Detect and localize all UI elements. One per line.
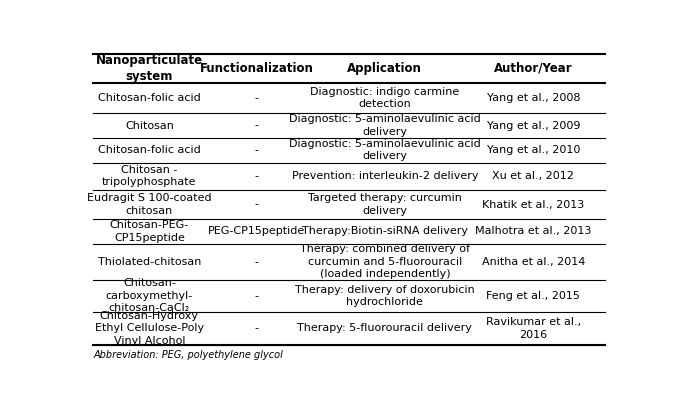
Text: Chitosan-
carboxymethyl-
chitosan-CaCl₂: Chitosan- carboxymethyl- chitosan-CaCl₂ xyxy=(106,279,193,313)
Text: Chitosan-Hydroxy
Ethyl Cellulose-Poly
Vinyl Alcohol: Chitosan-Hydroxy Ethyl Cellulose-Poly Vi… xyxy=(95,311,204,346)
Text: -: - xyxy=(255,200,259,209)
Text: Thiolated-chitosan: Thiolated-chitosan xyxy=(97,257,201,267)
Text: Chitosan: Chitosan xyxy=(125,121,174,130)
Text: PEG-CP15peptide: PEG-CP15peptide xyxy=(208,226,306,236)
Text: Chitosan-PEG-
CP15peptide: Chitosan-PEG- CP15peptide xyxy=(110,220,189,243)
Text: Abbreviation: PEG, polyethylene glycol: Abbreviation: PEG, polyethylene glycol xyxy=(93,350,283,360)
Text: Anitha et al., 2014: Anitha et al., 2014 xyxy=(481,257,585,267)
Text: Functionalization: Functionalization xyxy=(200,62,314,75)
Text: Author/Year: Author/Year xyxy=(494,62,573,75)
Text: -: - xyxy=(255,121,259,130)
Text: Xu et al., 2012: Xu et al., 2012 xyxy=(492,171,574,181)
Text: -: - xyxy=(255,257,259,267)
Text: -: - xyxy=(255,324,259,333)
Text: Therapy:Biotin-siRNA delivery: Therapy:Biotin-siRNA delivery xyxy=(302,226,468,236)
Text: Yang et al., 2008: Yang et al., 2008 xyxy=(486,93,580,103)
Text: Therapy: delivery of doxorubicin
hydrochloride: Therapy: delivery of doxorubicin hydroch… xyxy=(295,285,475,307)
Text: Targeted therapy: curcumin
delivery: Targeted therapy: curcumin delivery xyxy=(308,193,462,216)
Text: Ravikumar et al.,
2016: Ravikumar et al., 2016 xyxy=(486,317,581,339)
Text: Nanoparticulate
system: Nanoparticulate system xyxy=(96,54,203,83)
Text: Feng et al., 2015: Feng et al., 2015 xyxy=(486,291,580,301)
Text: Chitosan-folic acid: Chitosan-folic acid xyxy=(98,145,201,155)
Text: Diagnostic: 5-aminolaevulinic acid
delivery: Diagnostic: 5-aminolaevulinic acid deliv… xyxy=(289,115,481,137)
Text: Prevention: interleukin-2 delivery: Prevention: interleukin-2 delivery xyxy=(291,171,478,181)
Text: Application: Application xyxy=(347,62,422,75)
Text: Diagnostic: indigo carmine
detection: Diagnostic: indigo carmine detection xyxy=(311,87,460,109)
Text: Chitosan-folic acid: Chitosan-folic acid xyxy=(98,93,201,103)
Text: Khatik et al., 2013: Khatik et al., 2013 xyxy=(482,200,584,209)
Text: Therapy: combined delivery of
curcumin and 5-fluorouracil
(loaded independently): Therapy: combined delivery of curcumin a… xyxy=(300,245,470,279)
Text: -: - xyxy=(255,291,259,301)
Text: -: - xyxy=(255,145,259,155)
Text: Eudragit S 100-coated
chitosan: Eudragit S 100-coated chitosan xyxy=(87,193,212,216)
Text: Malhotra et al., 2013: Malhotra et al., 2013 xyxy=(475,226,592,236)
Text: Chitosan -
tripolyphosphate: Chitosan - tripolyphosphate xyxy=(102,165,197,187)
Text: -: - xyxy=(255,93,259,103)
Text: Yang et al., 2009: Yang et al., 2009 xyxy=(486,121,580,130)
Text: Diagnostic: 5-aminolaevulinic acid
delivery: Diagnostic: 5-aminolaevulinic acid deliv… xyxy=(289,139,481,162)
Text: -: - xyxy=(255,171,259,181)
Text: Therapy: 5-fluorouracil delivery: Therapy: 5-fluorouracil delivery xyxy=(298,324,473,333)
Text: Yang et al., 2010: Yang et al., 2010 xyxy=(487,145,580,155)
